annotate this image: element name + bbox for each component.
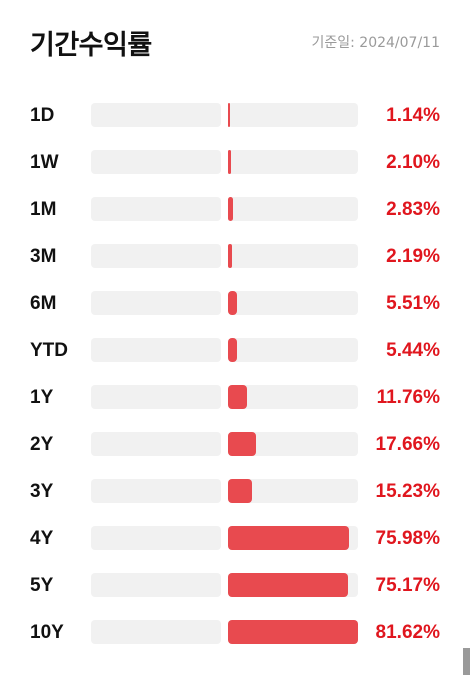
return-bar-fill — [228, 432, 256, 456]
return-value: 2.10% — [386, 151, 440, 173]
positive-bar-track — [228, 150, 358, 174]
return-bar-fill — [228, 197, 233, 221]
negative-bar-track — [91, 479, 221, 503]
return-value: 75.98% — [375, 527, 440, 549]
return-row: 1M 2.83% — [0, 186, 470, 233]
return-bar-track — [91, 620, 358, 644]
return-bar-fill — [228, 479, 252, 503]
period-label: YTD — [30, 339, 68, 361]
return-value: 5.44% — [386, 339, 440, 361]
period-label: 1Y — [30, 386, 54, 408]
header: 기간수익률 기준일: 2024/07/11 — [30, 22, 440, 62]
positive-bar-track — [228, 620, 358, 644]
as-of-date: 기준일: 2024/07/11 — [311, 35, 441, 51]
period-label: 2Y — [30, 433, 54, 455]
return-row: 4Y 75.98% — [0, 515, 470, 562]
return-bar-fill — [228, 244, 232, 268]
return-bar-track — [91, 432, 358, 456]
positive-bar-track — [228, 103, 358, 127]
return-bar-track — [91, 103, 358, 127]
return-bar-track — [91, 150, 358, 174]
return-row: 3Y 15.23% — [0, 468, 470, 515]
period-label: 4Y — [30, 527, 54, 549]
return-bar-fill — [228, 385, 247, 409]
return-bar-track — [91, 385, 358, 409]
return-bar-track — [91, 338, 358, 362]
return-row: YTD 5.44% — [0, 327, 470, 374]
positive-bar-track — [228, 385, 358, 409]
period-label: 5Y — [30, 574, 54, 596]
negative-bar-track — [91, 338, 221, 362]
return-bar-fill — [228, 526, 349, 550]
return-bar-fill — [228, 150, 231, 174]
negative-bar-track — [91, 432, 221, 456]
return-bar-fill — [228, 573, 348, 597]
page-title: 기간수익률 — [30, 29, 152, 61]
period-label: 3Y — [30, 480, 54, 502]
negative-bar-track — [91, 291, 221, 315]
return-value: 1.14% — [386, 104, 440, 126]
return-bar-fill — [228, 103, 230, 127]
positive-bar-track — [228, 338, 358, 362]
period-label: 3M — [30, 245, 57, 267]
return-row: 10Y 81.62% — [0, 609, 470, 656]
negative-bar-track — [91, 573, 221, 597]
positive-bar-track — [228, 244, 358, 268]
positive-bar-track — [228, 197, 358, 221]
scrollbar[interactable] — [463, 648, 470, 675]
return-row: 3M 2.19% — [0, 233, 470, 280]
return-value: 2.83% — [386, 198, 440, 220]
return-value: 15.23% — [375, 480, 440, 502]
negative-bar-track — [91, 197, 221, 221]
negative-bar-track — [91, 620, 221, 644]
period-label: 1W — [30, 151, 59, 173]
return-row: 1Y 11.76% — [0, 374, 470, 421]
return-value: 75.17% — [375, 574, 440, 596]
negative-bar-track — [91, 385, 221, 409]
period-label: 1M — [30, 198, 57, 220]
positive-bar-track — [228, 432, 358, 456]
return-row: 5Y 75.17% — [0, 562, 470, 609]
negative-bar-track — [91, 244, 221, 268]
positive-bar-track — [228, 573, 358, 597]
return-bar-track — [91, 291, 358, 315]
positive-bar-track — [228, 479, 358, 503]
return-bar-track — [91, 197, 358, 221]
negative-bar-track — [91, 526, 221, 550]
return-row: 2Y 17.66% — [0, 421, 470, 468]
period-label: 10Y — [30, 621, 64, 643]
return-bar-track — [91, 479, 358, 503]
period-label: 6M — [30, 292, 57, 314]
return-bar-fill — [228, 620, 358, 644]
return-row: 1W 2.10% — [0, 139, 470, 186]
return-row: 1D 1.14% — [0, 92, 470, 139]
return-value: 81.62% — [375, 621, 440, 643]
return-value: 11.76% — [376, 386, 440, 408]
return-bar-fill — [228, 291, 237, 315]
negative-bar-track — [91, 103, 221, 127]
return-row: 6M 5.51% — [0, 280, 470, 327]
return-value: 2.19% — [386, 245, 440, 267]
returns-list: 1D 1.14% 1W 2.10% 1M 2.83% 3M 2.19% 6M 5.51% YTD 5.… — [0, 92, 470, 656]
return-value: 17.66% — [375, 433, 440, 455]
positive-bar-track — [228, 526, 358, 550]
return-bar-track — [91, 573, 358, 597]
period-label: 1D — [30, 104, 55, 126]
return-bar-fill — [228, 338, 237, 362]
return-bar-track — [91, 526, 358, 550]
return-value: 5.51% — [386, 292, 440, 314]
return-bar-track — [91, 244, 358, 268]
negative-bar-track — [91, 150, 221, 174]
positive-bar-track — [228, 291, 358, 315]
